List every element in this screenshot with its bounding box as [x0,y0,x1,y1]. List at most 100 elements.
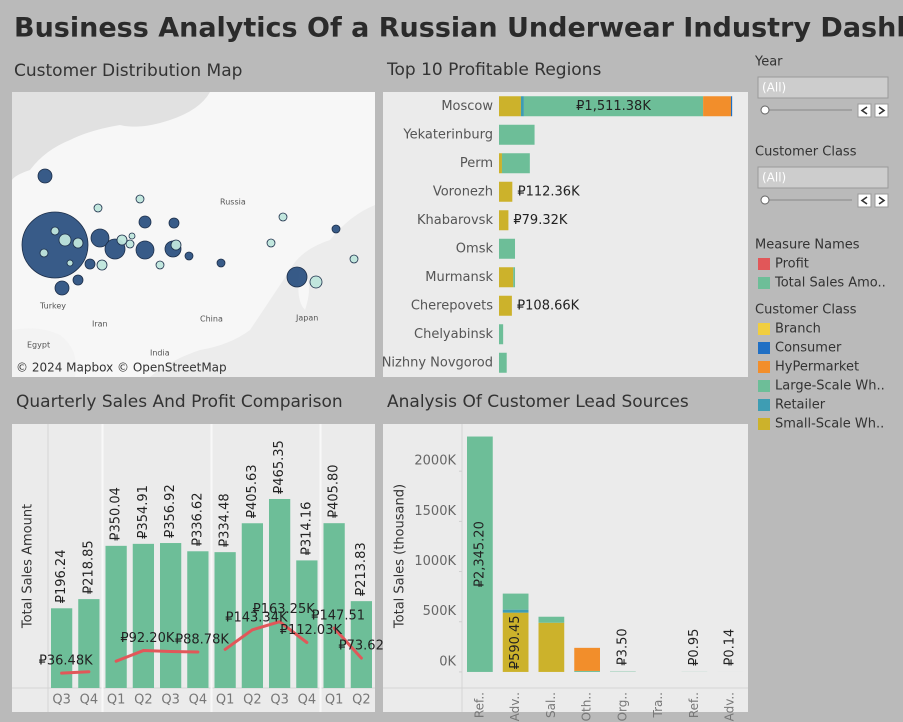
value-label: ₽3.50 [615,628,630,665]
map-bubble [128,232,136,240]
x-tick-label: Q4 [80,693,99,708]
slider-handle[interactable] [760,195,770,205]
charts: Top 10 Profitable Regions Moscow ₽1,511.38… [12,60,748,721]
map-bubble [72,237,84,249]
bar [187,551,209,688]
next-button[interactable] [874,103,889,118]
map-bubble [138,215,152,229]
bar [241,523,264,688]
legend-swatch[interactable] [758,323,770,335]
value-label: ₽2,345.20 [472,521,487,587]
legend-title: Customer Class [755,303,857,318]
legend-swatch[interactable] [758,258,770,270]
legend-swatch[interactable] [758,361,770,373]
map-bubble [72,274,84,286]
map-bubble [216,258,226,268]
x-tick-label: Q1 [107,693,126,708]
x-tick-label: Tra.. [651,692,665,718]
map-attribution: © 2024 Mapbox © OpenStreetMap [16,361,227,375]
map-place-label: India [150,349,170,358]
value-label: ₽405.80 [327,464,342,518]
legend-swatch[interactable] [758,277,770,289]
profit-line [332,626,363,660]
value-label: ₽213.83 [354,542,369,596]
filter-title: Customer Class [755,145,857,160]
x-tick-label: Org.. [615,692,629,721]
bar [268,498,291,688]
profit-line [60,670,91,675]
map-bubble [155,260,165,270]
bar-segment [513,267,516,288]
prev-button[interactable] [857,103,872,118]
filter-dropdown[interactable] [757,76,889,99]
bar-segment [730,96,733,117]
category-label: Omsk [456,241,494,256]
bar-segment [499,181,513,202]
bar-segment [499,352,507,373]
legend-label: Branch [775,322,821,337]
sidebar: Year (All) Customer Class (All) Measure Name… [754,55,889,432]
prev-arrow [860,196,868,205]
slider-handle[interactable] [760,105,770,115]
next-arrow [878,106,886,115]
value-label: ₽92.20K [120,631,174,646]
x-tick-label: Q4 [298,693,317,708]
category-label: Murmansk [425,270,493,285]
map-bubble [125,239,135,249]
map-bubble [349,254,359,264]
value-label: ₽108.66K [517,298,580,313]
value-label: ₽405.63 [245,464,260,518]
category-label: Moscow [441,99,493,114]
map-title: Customer Distribution Map [14,61,242,81]
next-button[interactable] [874,193,889,208]
y-axis-title: Total Sales (thousand) [393,484,408,629]
map-bubble [170,239,182,251]
bar [78,599,100,688]
filter-dropdown[interactable] [757,166,889,189]
bar-segment [574,647,600,671]
value-label: ₽354.91 [136,485,151,539]
bar [214,552,236,688]
map-bubble [84,258,96,270]
bar [159,543,182,688]
legend-label: Total Sales Amo.. [774,276,886,291]
bar-segment [467,436,493,672]
bar-segment [703,96,731,117]
value-label: ₽147.51 [311,609,365,624]
map-bubble [184,251,194,261]
map-bubble [37,168,53,184]
bar-segment [538,622,565,672]
map-bubble [135,240,155,260]
category-label: Perm [460,156,493,171]
bar-segment [499,324,504,345]
map-bubble [278,212,288,222]
bar [132,543,155,688]
map-bubble [90,228,110,248]
value-label: ₽143.34K [225,610,288,625]
bar-segment [502,612,529,672]
chart-panel [383,92,748,377]
map[interactable]: Russia Turkey Iran Egypt China India Jap… [12,92,375,377]
chart-panel [383,424,748,712]
prev-button[interactable] [857,193,872,208]
next-arrow [878,196,886,205]
bar-segment [499,267,514,288]
legend-swatch[interactable] [758,418,770,430]
map-bubble [54,280,70,296]
legend-swatch[interactable] [758,380,770,392]
x-tick-label: Q3 [161,693,180,708]
map-place-label: Russia [220,198,246,207]
legend-label: Large-Scale Wh.. [775,379,885,394]
legend-swatch[interactable] [758,342,770,354]
value-label: ₽334.48 [218,493,233,547]
bar [323,523,345,688]
value-label: ₽0.95 [687,629,702,666]
bar-segment [502,593,529,610]
bar [105,545,127,688]
profit-line [114,649,200,663]
legend-swatch[interactable] [758,399,770,411]
category-label: Cherepovets [411,298,493,313]
bar [296,560,318,688]
legend-label: HyPermarket [775,360,859,375]
